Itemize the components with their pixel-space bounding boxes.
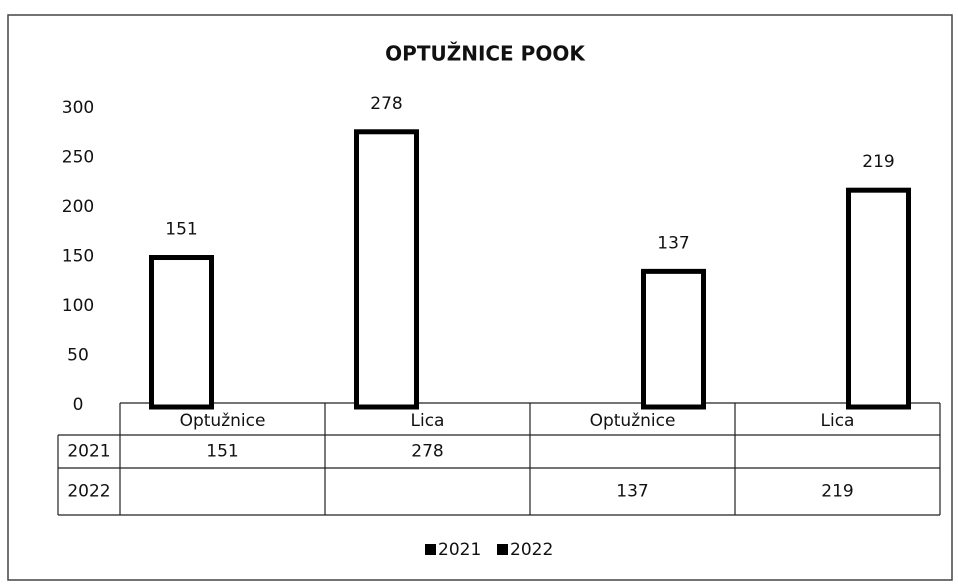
legend-swatch xyxy=(497,544,508,555)
x-tick-label: Lica xyxy=(411,411,445,431)
y-tick-label: 200 xyxy=(62,197,94,217)
bar xyxy=(846,187,911,410)
x-tick-label: Optužnice xyxy=(590,411,676,431)
bar xyxy=(354,129,419,410)
data-label: 151 xyxy=(165,220,197,240)
table-row-label: 2022 xyxy=(67,482,110,502)
legend-swatch xyxy=(425,544,436,555)
y-tick-label: 0 xyxy=(73,395,84,415)
bar xyxy=(149,255,214,410)
chart-title: OPTUŽNICE POOK xyxy=(385,42,586,66)
legend-label: 2022 xyxy=(510,540,553,560)
y-tick-label: 50 xyxy=(67,346,89,366)
table-cell: 278 xyxy=(411,442,443,462)
table-row-label: 2021 xyxy=(67,442,110,462)
legend-label: 2021 xyxy=(438,540,481,560)
data-label: 278 xyxy=(370,94,402,114)
bar xyxy=(641,268,706,410)
y-tick-label: 150 xyxy=(62,247,94,267)
y-tick-label: 100 xyxy=(62,296,94,316)
data-label: 219 xyxy=(862,152,894,172)
table-cell: 151 xyxy=(206,442,238,462)
x-tick-label: Lica xyxy=(821,411,855,431)
data-label: 137 xyxy=(657,233,689,253)
x-tick-label: Optužnice xyxy=(180,411,266,431)
table-cell: 219 xyxy=(821,482,853,502)
y-tick-label: 300 xyxy=(62,98,94,118)
table-cell: 137 xyxy=(616,482,648,502)
y-tick-label: 250 xyxy=(62,148,94,168)
